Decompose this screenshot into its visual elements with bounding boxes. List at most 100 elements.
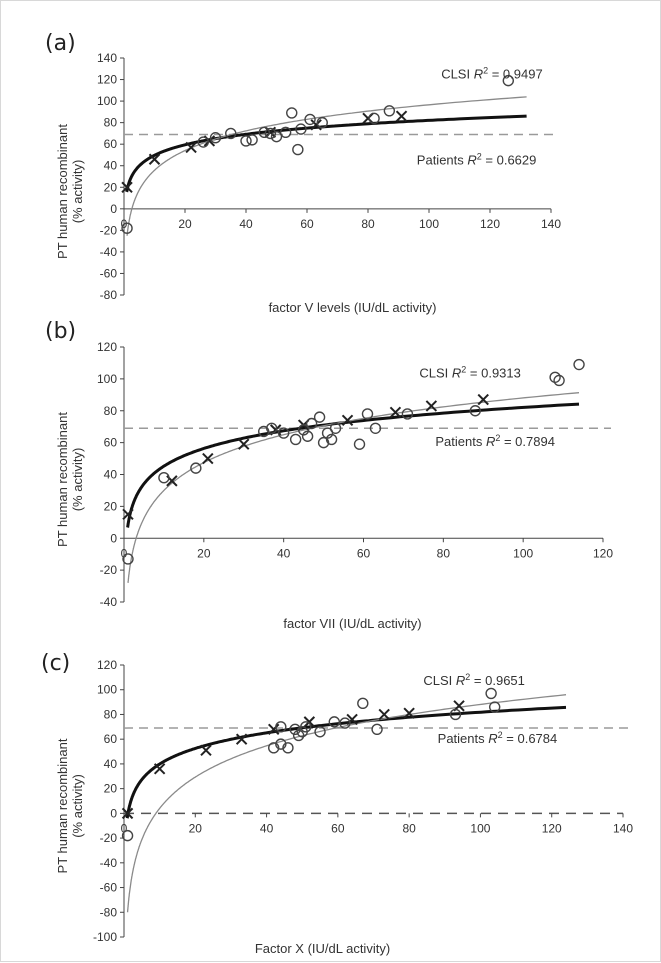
data-point-circle <box>361 408 374 420</box>
x-tick-label: 60 <box>300 217 314 231</box>
x-tick-label: 0 <box>121 546 128 560</box>
data-point-circle <box>313 411 326 423</box>
data-point-x-stroke <box>403 707 415 719</box>
data-point-x <box>238 438 250 450</box>
y-tick-label: 60 <box>104 137 118 151</box>
data-point-circle <box>314 726 326 738</box>
x-tick-label: 80 <box>361 217 375 231</box>
y-tick-label: 0 <box>110 531 117 545</box>
y-tick-label: 40 <box>104 468 118 482</box>
data-point-x-stroke <box>185 141 197 154</box>
data-point-x-stroke <box>477 393 489 406</box>
y-tick-label: 120 <box>97 658 117 672</box>
panel-c: (c) -100 -80 -60 -40 -20 0 20 40 60 80 100 120 0 20 40… <box>1 641 661 963</box>
data-point-circle <box>158 471 170 484</box>
fit-curve-clsi <box>125 114 527 193</box>
data-point-circle <box>300 721 312 733</box>
y-tick-label: 60 <box>104 732 118 746</box>
data-point-x-stroke <box>267 723 280 735</box>
y-axis-label: (% activity) <box>70 774 85 838</box>
x-tick-label: 100 <box>513 546 533 560</box>
y-tick-label: 20 <box>104 499 118 513</box>
data-point-circle <box>449 708 462 721</box>
data-point-circle <box>297 424 310 436</box>
data-point-x-stroke <box>203 135 216 147</box>
x-tick-label: 100 <box>419 217 439 231</box>
x-axis-label: Factor X (IU/dL activity) <box>255 941 390 956</box>
data-point-x-stroke <box>310 119 322 131</box>
y-axis-label: PT human recombinant <box>55 412 70 547</box>
r-squared-label: Patients R2 = 0.7894 <box>435 433 555 449</box>
r-squared-label: Patients R2 = 0.6629 <box>417 152 537 168</box>
data-point-x-stroke <box>122 508 134 521</box>
y-axis-label: (% activity) <box>70 160 85 224</box>
panel-label: (b) <box>45 319 77 344</box>
data-point-circle <box>264 127 277 140</box>
y-tick-label: -40 <box>100 245 118 259</box>
data-point-circle <box>121 829 134 842</box>
data-point-x <box>153 763 166 775</box>
data-point-x-stroke <box>121 807 134 820</box>
x-tick-label: 40 <box>260 821 274 835</box>
y-tick-label: 20 <box>104 180 118 194</box>
data-point-x-stroke <box>341 414 354 427</box>
data-point-circle <box>469 405 481 417</box>
y-tick-label: -80 <box>100 288 118 302</box>
data-point-circle <box>246 134 258 146</box>
y-tick-label: -60 <box>100 266 118 280</box>
y-tick-label: -60 <box>100 881 118 895</box>
data-point-circle <box>383 105 396 117</box>
data-point-circle <box>209 132 222 144</box>
y-tick-label: 100 <box>97 372 117 386</box>
data-point-circle <box>197 136 210 148</box>
data-point-circle <box>240 135 252 147</box>
data-point-circle <box>275 721 287 733</box>
y-tick-label: 120 <box>97 340 117 354</box>
y-axis-label: PT human recombinant <box>55 124 70 259</box>
data-point-x <box>200 744 212 757</box>
fit-curve-patients <box>126 694 567 913</box>
fit-curve-clsi <box>126 402 580 528</box>
data-point-circle <box>292 143 304 156</box>
y-tick-label: 140 <box>97 51 117 65</box>
data-point-x <box>403 707 415 719</box>
data-point-circle <box>485 687 497 700</box>
y-tick-label: -40 <box>100 856 118 870</box>
data-point-x <box>235 733 248 745</box>
data-point-circle <box>329 422 342 434</box>
data-point-circle <box>121 222 133 234</box>
panel-a: (a) -80 -60 -40 -20 0 20 40 60 80 100 120 140 0 20 40 6… <box>1 1 661 319</box>
y-tick-label: 60 <box>104 436 118 450</box>
data-point-x <box>122 508 134 521</box>
data-point-circle <box>316 116 328 129</box>
data-point-circle <box>488 701 501 713</box>
data-point-circle <box>502 74 514 87</box>
data-point-x <box>121 181 133 193</box>
y-tick-label: 100 <box>97 94 117 108</box>
data-point-x-stroke <box>425 400 438 412</box>
data-point-x <box>395 110 408 122</box>
data-point-x-stroke <box>395 110 408 122</box>
x-axis-label: factor VII (IU/dL activity) <box>283 616 421 631</box>
y-tick-label: 120 <box>97 73 117 87</box>
data-point-x <box>148 153 161 165</box>
y-tick-label: 40 <box>104 757 118 771</box>
data-point-x <box>310 119 322 131</box>
data-point-circle <box>258 126 270 139</box>
x-tick-label: 20 <box>189 821 203 835</box>
y-tick-label: 80 <box>104 707 118 721</box>
data-point-x-stroke <box>153 763 166 775</box>
data-point-circle <box>265 422 278 434</box>
x-axis-label: factor V levels (IU/dL activity) <box>269 300 437 315</box>
data-point-circle <box>328 716 340 728</box>
data-point-x <box>378 708 390 721</box>
x-tick-label: 20 <box>178 217 192 231</box>
panel-b: (b) -40 -20 0 20 40 60 80 100 120 0 20 40 60 80 100 120… <box>1 319 661 641</box>
y-tick-label: 20 <box>104 782 118 796</box>
data-point-circle <box>553 374 565 387</box>
data-point-x-stroke <box>148 153 161 165</box>
data-point-x-stroke <box>303 716 316 728</box>
panel-label: (a) <box>45 31 76 56</box>
y-tick-label: -100 <box>93 930 117 944</box>
data-point-circle <box>289 723 301 735</box>
